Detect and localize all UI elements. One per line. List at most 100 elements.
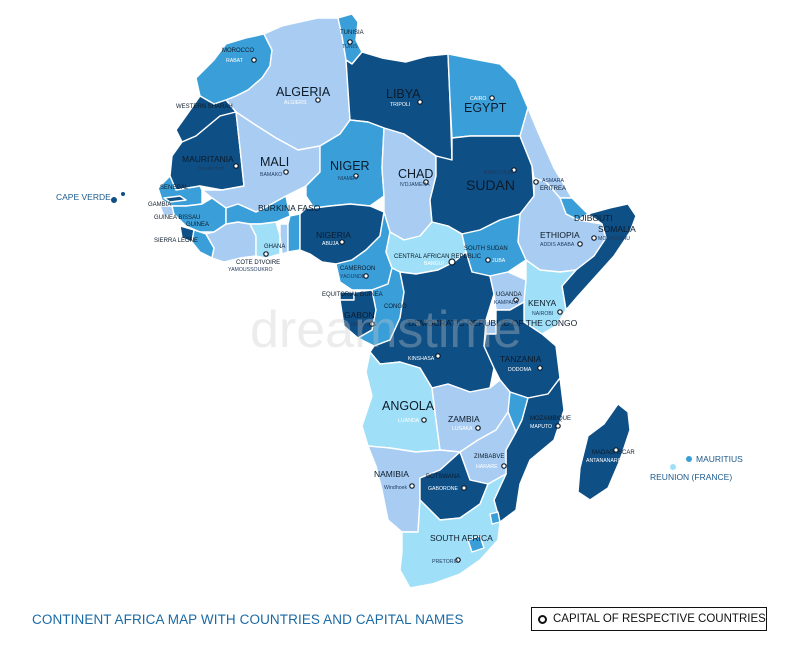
capital-dot-luanda[interactable] — [421, 417, 427, 423]
label-gambia: GAMBIA — [148, 202, 171, 208]
capital-label-cairo: CAIRO — [470, 96, 486, 102]
label-zambia: ZAMBIA — [448, 414, 480, 424]
capital-dot-algiers[interactable] — [315, 97, 321, 103]
capital-dot-kinshasa[interactable] — [435, 353, 441, 359]
label-egypt: EGYPT — [464, 101, 507, 115]
capital-dot-khartoum[interactable] — [511, 167, 517, 173]
capital-dot-dodoma[interactable] — [537, 365, 543, 371]
capital-label-pretoria: PRETORIA — [432, 559, 459, 565]
capital-dot-asmara[interactable] — [533, 179, 539, 185]
label-chad: CHAD — [398, 167, 433, 181]
capital-dot-bangui[interactable] — [448, 258, 456, 266]
capital-dot-nairobi[interactable] — [557, 309, 563, 315]
label-niger: NIGER — [330, 159, 370, 173]
capital-dot-lusaka[interactable] — [475, 425, 481, 431]
legend-label: CAPITAL OF RESPECTIVE COUNTRIES — [553, 613, 766, 625]
cape-verde-island[interactable] — [111, 197, 117, 203]
capital-dot-niamey[interactable] — [353, 173, 359, 179]
capital-label-kinshasa: KINSHASA — [408, 356, 435, 362]
label-mauritius: MAURITIUS — [696, 454, 743, 464]
capital-label-nairobi: NAIROBI — [532, 311, 553, 317]
label-libya: LIBYA — [386, 87, 421, 101]
label-madagascar: MADAGASCAR — [592, 450, 635, 456]
capital-dot-nouakchott[interactable] — [233, 163, 239, 169]
capital-dot-abuja[interactable] — [339, 239, 345, 245]
capital-dot-windhoek[interactable] — [409, 483, 415, 489]
label-sierra-leone: SIERRA LEONE — [154, 238, 198, 244]
capital-dot-addis-ababa[interactable] — [577, 241, 583, 247]
cape-verde-island-2[interactable] — [121, 192, 125, 196]
capital-label-asmara: ASMARA — [542, 178, 564, 184]
country-togo[interactable] — [279, 223, 289, 255]
label-zimbabwe: ZIMBABVE — [474, 454, 504, 460]
capital-dot-pretoria[interactable] — [455, 557, 461, 563]
label-cape-verde: CAPE VERDE — [56, 192, 111, 202]
capital-dot-maputo[interactable] — [555, 423, 561, 429]
label-sudan: SUDAN — [466, 177, 515, 193]
label-mozambique: MOZAMBIQUE — [530, 416, 571, 422]
label-cote-divoire: COTE D'IVOIRE — [236, 260, 280, 266]
country-gambia[interactable] — [163, 195, 187, 203]
capital-dot-antananarivo[interactable] — [613, 447, 619, 453]
capital-label-bamako: BAMAKO — [260, 172, 282, 178]
country-somalia[interactable] — [561, 203, 637, 311]
country-madagascar[interactable] — [577, 403, 631, 501]
label-equatorial-guinea: EQUITORIAL GUINEA — [322, 292, 383, 298]
capital-dot-tripoli[interactable] — [417, 99, 423, 105]
label-drc: DEMOCRATIC REPUBLIC OF THE CONGO — [408, 318, 578, 328]
mauritius-island[interactable] — [686, 456, 692, 462]
label-namibia: NAMIBIA — [374, 469, 409, 479]
map-title: CONTINENT AFRICA MAP WITH COUNTRIES AND … — [32, 612, 464, 627]
label-senegal: SENEGAL — [160, 185, 189, 191]
capital-label-nouakchott: Nouakchott — [198, 166, 225, 172]
label-guinea: GUINEA — [186, 222, 209, 228]
label-guinea-bissau: GUINEA BISSAU — [154, 215, 200, 221]
capital-marker-icon — [538, 614, 547, 624]
capital-markers — [233, 39, 619, 563]
country-south-africa[interactable] — [399, 473, 507, 589]
label-ghana: GHANA — [264, 244, 285, 250]
label-somalia: SOMALIA — [598, 224, 636, 234]
capital-label-yamoussoukro: YAMOUSSOUKRO — [228, 267, 273, 273]
label-western-sahara: WESTERN SHARAH — [176, 104, 233, 110]
label-south-africa: SOUTH AFRICA — [430, 533, 493, 543]
capital-dot-bamako[interactable] — [283, 169, 289, 175]
capital-label-maputo: MAPUTO — [530, 424, 552, 430]
label-botswana: BOTSWANA — [426, 474, 460, 480]
capital-label-yaounde: YAOUNDE — [340, 274, 366, 280]
country-eswatini[interactable] — [489, 511, 501, 525]
capital-dot-mogadishu[interactable] — [591, 235, 597, 241]
label-cameroon: CAMEROON — [340, 266, 375, 272]
capital-label-luanda: LUANDA — [398, 418, 420, 424]
capital-dot-ndjamena[interactable] — [423, 179, 429, 185]
capital-label-rabat: RABAT — [226, 58, 244, 64]
label-eritrea: ERITREA — [540, 186, 566, 192]
capital-label-addis-ababa: ADDIS ABABA — [540, 242, 575, 248]
capital-label-bangui: BANGUI — [424, 261, 444, 267]
country-egypt[interactable] — [447, 53, 529, 139]
capital-label-niamey: NIAMEY — [338, 176, 358, 182]
capital-dot-libreville[interactable] — [369, 321, 375, 327]
legend: CAPITAL OF RESPECTIVE COUNTRIES — [531, 607, 767, 631]
capital-label-antananarivo: ANTANANARIVO — [586, 458, 627, 464]
country-lesotho[interactable] — [467, 535, 485, 553]
capital-label-gaborone: GABORONE — [428, 486, 459, 492]
label-gabon: GABON — [344, 310, 375, 320]
label-ethiopia: ETHIOPIA — [540, 230, 580, 240]
capital-label-harare: HARARE — [476, 464, 498, 470]
country-kenya[interactable] — [523, 259, 577, 335]
capital-dot-harare[interactable] — [501, 463, 507, 469]
capital-dot-cairo[interactable] — [489, 95, 495, 101]
capital-label-lusaka: LUSAKA — [452, 426, 473, 432]
capital-dot-kampala[interactable] — [513, 297, 519, 303]
country-benin[interactable] — [287, 213, 301, 253]
label-mauritania: MAURITANIA — [182, 154, 234, 164]
africa-map: MOROCCO ALGERIA TUNISIA LIBYA EGYPT WEST… — [56, 13, 743, 589]
capital-dot-yaounde[interactable] — [363, 273, 369, 279]
capital-dot-tunis[interactable] — [347, 39, 353, 45]
reunion-island[interactable] — [670, 464, 676, 470]
capital-dot-yamoussoukro[interactable] — [263, 251, 269, 257]
capital-dot-juba[interactable] — [485, 257, 491, 263]
capital-dot-gaborone[interactable] — [461, 485, 467, 491]
capital-dot-rabat[interactable] — [251, 57, 257, 63]
